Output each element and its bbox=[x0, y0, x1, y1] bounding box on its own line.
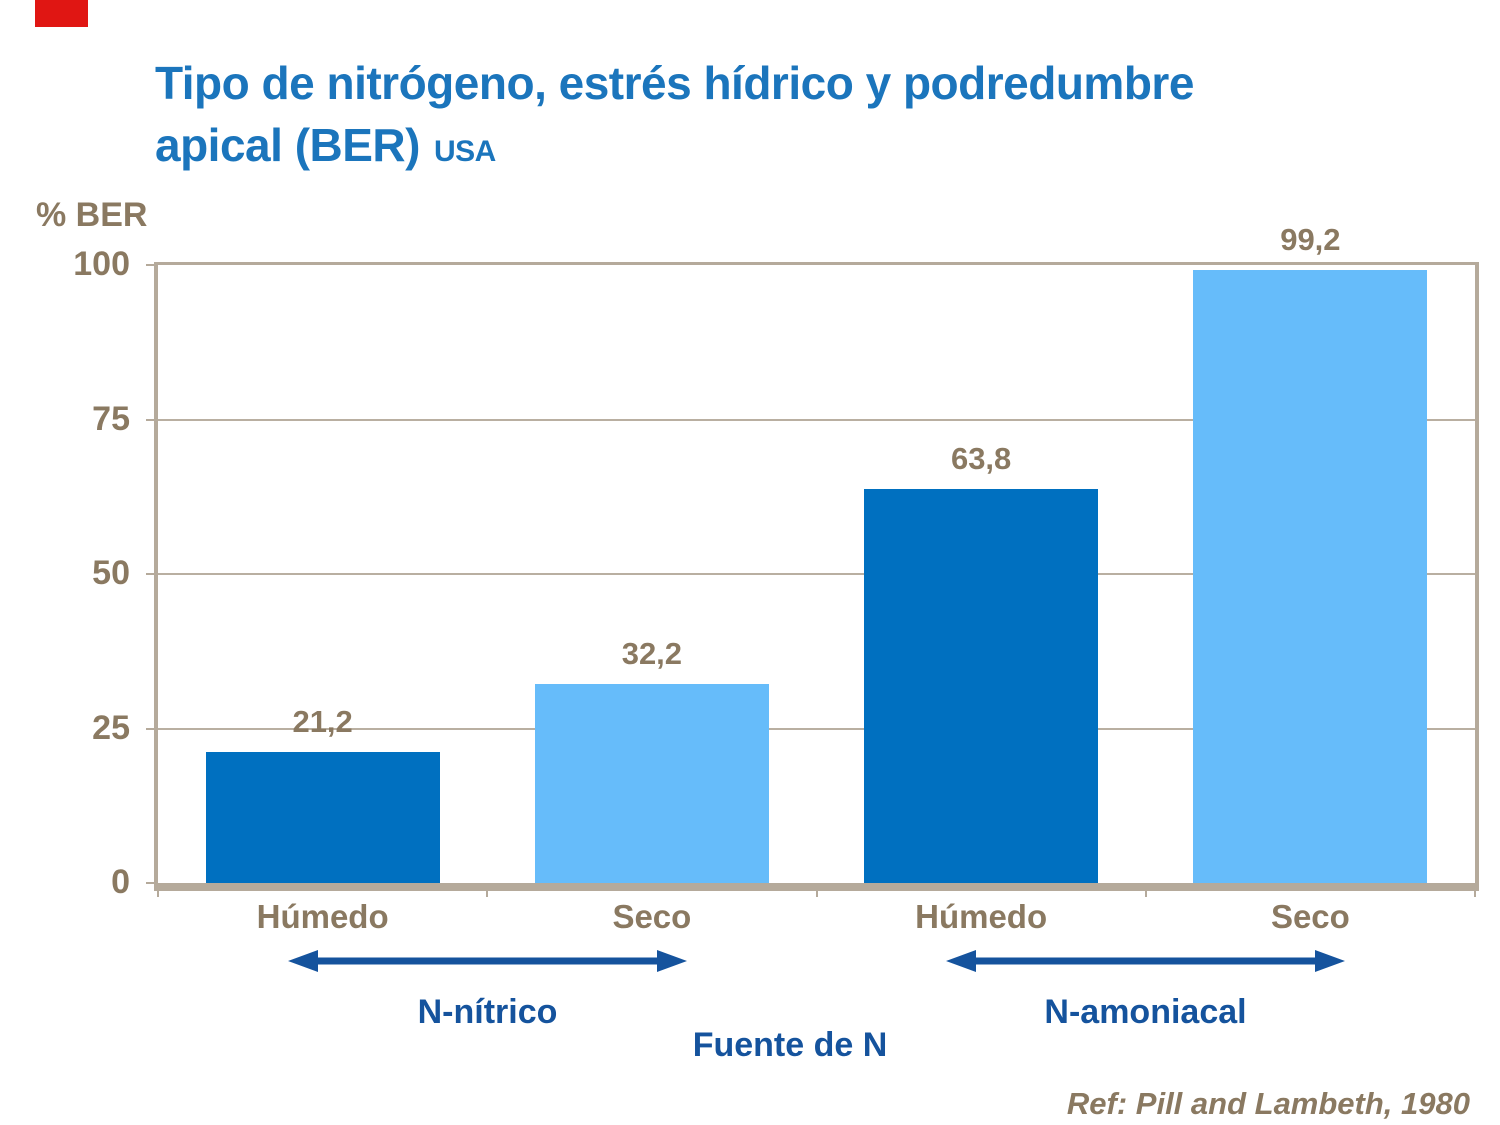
category-label-seco-4: Seco bbox=[1270, 898, 1350, 935]
reference-text: Ref: Pill and Lambeth, 1980 bbox=[1066, 1086, 1470, 1121]
bar-seco-2 bbox=[534, 684, 769, 883]
value-label-4: 99,2 bbox=[1280, 221, 1341, 257]
double-arrow-icon bbox=[288, 950, 687, 972]
red-marker bbox=[35, 0, 88, 27]
gridline-75 bbox=[158, 418, 1475, 421]
chart-title: Tipo de nitrógeno, estrés hídrico y podr… bbox=[155, 52, 1395, 183]
category-label-húmedo-3: Húmedo bbox=[915, 898, 1048, 935]
x-tick-mark-3 bbox=[1144, 884, 1147, 897]
chart-title-line1: Tipo de nitrógeno, estrés hídrico y podr… bbox=[155, 57, 1194, 109]
y-tick-label-50: 50 bbox=[92, 554, 130, 592]
y-tick-label-25: 25 bbox=[92, 708, 130, 747]
y-tick-mark-0 bbox=[146, 882, 158, 884]
gridline-25 bbox=[158, 727, 1475, 730]
y-axis-title: % BER bbox=[36, 196, 148, 234]
y-tick-label-0: 0 bbox=[111, 863, 130, 901]
category-label-seco-2: Seco bbox=[612, 898, 692, 935]
y-tick-mark-25 bbox=[146, 727, 158, 730]
x-tick-mark-2 bbox=[815, 884, 818, 897]
bar-seco-4 bbox=[1193, 269, 1428, 883]
value-label-3: 63,8 bbox=[950, 440, 1012, 476]
y-tick-label-75: 75 bbox=[92, 399, 130, 438]
double-arrow-icon bbox=[946, 950, 1345, 972]
x-tick-mark-1 bbox=[486, 884, 489, 897]
group-label-2: N-amoniacal bbox=[1044, 993, 1247, 1031]
category-label-húmedo-1: Húmedo bbox=[256, 898, 389, 935]
bar-húmedo-3 bbox=[864, 488, 1099, 883]
group-2: N-amoniacal bbox=[946, 946, 1345, 1032]
x-tick-mark-0 bbox=[157, 884, 159, 897]
value-label-2: 32,2 bbox=[621, 636, 683, 671]
x-axis-title: Fuente de N bbox=[692, 1026, 888, 1064]
chart-title-suffix: USA bbox=[433, 135, 496, 168]
plot-area: 21,2 32,2 63,8 99,2 bbox=[154, 222, 1479, 891]
group-1: N-nítrico bbox=[288, 946, 687, 1032]
chart-title-line2: apical (BER) bbox=[155, 119, 420, 171]
gridline-50 bbox=[158, 573, 1475, 575]
group-label-1: N-nítrico bbox=[417, 993, 558, 1031]
y-tick-label-100: 100 bbox=[73, 245, 130, 283]
x-tick-mark-4 bbox=[1474, 884, 1476, 897]
y-tick-mark-100 bbox=[146, 264, 158, 266]
value-label-1: 21,2 bbox=[292, 703, 353, 739]
y-tick-mark-75 bbox=[146, 418, 158, 421]
bar-húmedo-1 bbox=[205, 751, 440, 883]
y-tick-mark-50 bbox=[146, 573, 158, 575]
